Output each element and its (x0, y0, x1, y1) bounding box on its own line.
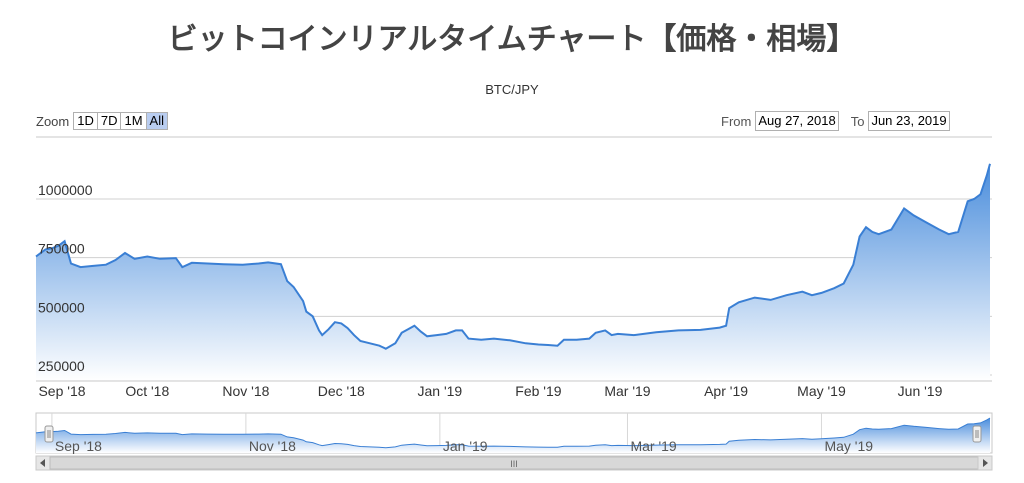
y-tick-label: 250000 (38, 358, 85, 374)
scroll-right-arrow-icon (983, 459, 988, 467)
to-date-input[interactable]: Jun 23, 2019 (868, 111, 950, 131)
navigator-left-handle[interactable] (44, 425, 54, 443)
navigator-labels: Sep '18 Nov '18 Jan '19 Mar '19 May '19 (55, 438, 873, 454)
zoom-bar: Zoom 1D 7D 1M All (36, 112, 168, 130)
x-tick-label: Apr '19 (704, 383, 748, 399)
zoom-button-1d[interactable]: 1D (73, 112, 98, 130)
page-title: ビットコインリアルタイムチャート【価格・相場】 (167, 22, 857, 57)
to-label: To (850, 113, 865, 129)
scrollbar-grip: III (510, 459, 518, 469)
x-tick-label: Oct '18 (125, 383, 169, 399)
from-date-input[interactable]: Aug 27, 2018 (755, 111, 839, 131)
x-tick-label: Dec '18 (318, 383, 365, 399)
x-tick-label: Mar '19 (604, 383, 650, 399)
zoom-button-7d[interactable]: 7D (97, 112, 122, 130)
price-line (35, 163, 991, 350)
y-axis-labels: 250000 500000 750000 1000000 (38, 182, 93, 374)
y-tick-label: 1000000 (38, 182, 93, 198)
y-tick-label: 750000 (38, 241, 85, 257)
price-area (36, 163, 990, 381)
zoom-button-all[interactable]: All (146, 112, 168, 130)
navigator-label: Nov '18 (249, 438, 296, 454)
scroll-left-arrow-icon (40, 459, 45, 467)
x-tick-label: Sep '18 (38, 383, 85, 399)
x-tick-label: Jan '19 (418, 383, 463, 399)
navigator[interactable]: Sep '18 Nov '18 Jan '19 Mar '19 May '19 (35, 412, 993, 454)
date-range-selector: From Aug 27, 2018 To Jun 23, 2019 (721, 111, 950, 131)
zoom-label: Zoom (36, 113, 70, 129)
navigator-label: Jan '19 (443, 438, 488, 454)
y-tick-label: 500000 (38, 299, 85, 315)
from-label: From (721, 113, 752, 129)
x-tick-label: May '19 (797, 383, 846, 399)
x-axis-labels: Sep '18 Oct '18 Nov '18 Dec '18 Jan '19 Feb '… (38, 383, 942, 399)
scrollbar[interactable]: III (35, 455, 993, 471)
navigator-label: Sep '18 (55, 438, 102, 454)
x-tick-label: Feb '19 (515, 383, 561, 399)
chart-subtitle: BTC/JPY (485, 82, 539, 97)
zoom-button-1m[interactable]: 1M (121, 112, 147, 130)
navigator-right-handle[interactable] (972, 425, 982, 443)
navigator-area (36, 418, 990, 453)
navigator-label: May '19 (824, 438, 873, 454)
navigator-line (35, 417, 991, 449)
x-tick-label: Jun '19 (898, 383, 943, 399)
navigator-label: Mar '19 (630, 438, 676, 454)
x-tick-label: Nov '18 (222, 383, 269, 399)
